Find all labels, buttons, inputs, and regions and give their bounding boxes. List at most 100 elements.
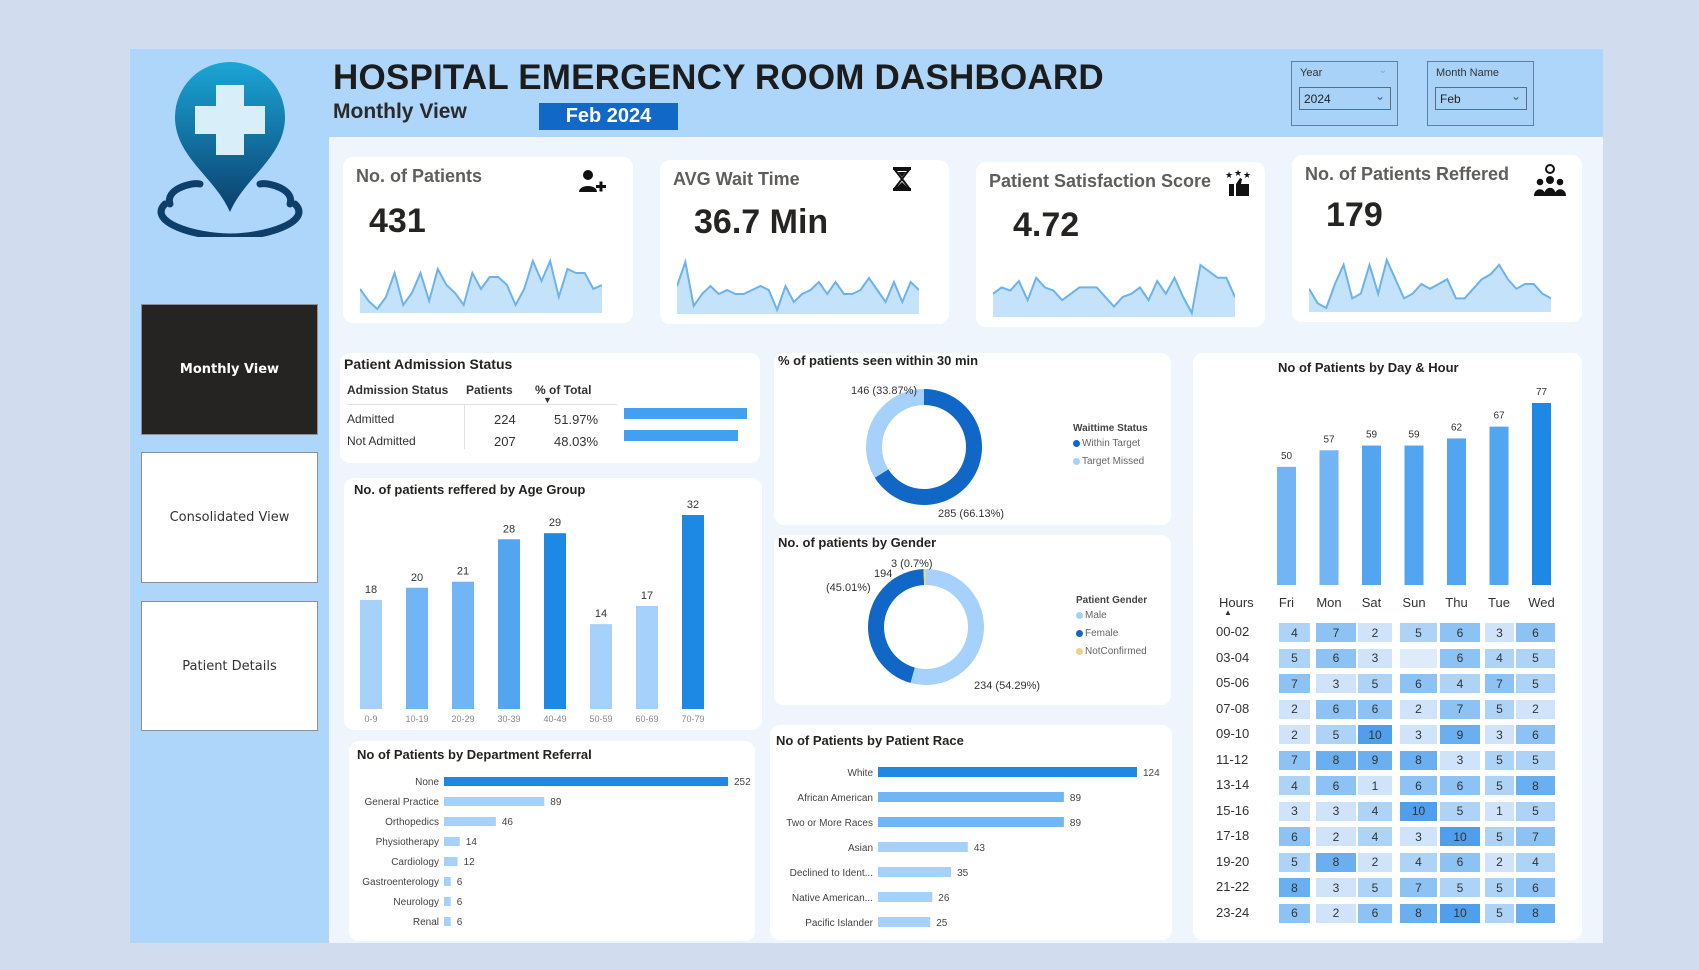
legend-item[interactable]: Within Target (1073, 438, 1140, 449)
heatmap-cell[interactable]: 3 (1485, 623, 1514, 642)
heatmap-cell[interactable]: 2 (1316, 903, 1356, 923)
month-dropdown[interactable]: Feb ⌄ (1435, 87, 1527, 110)
heatmap-cell[interactable]: 8 (1316, 750, 1356, 770)
heatmap-cell[interactable]: 7 (1279, 750, 1310, 770)
heatmap-cell[interactable]: 6 (1440, 648, 1480, 668)
heatmap-cell[interactable]: 6 (1440, 852, 1480, 872)
heatmap-cell[interactable]: 3 (1485, 725, 1514, 744)
heatmap-cell[interactable]: 4 (1516, 852, 1555, 872)
heatmap-cell[interactable]: 6 (1316, 776, 1356, 795)
heatmap-cell[interactable]: 4 (1358, 827, 1392, 846)
heatmap-cell[interactable]: 6 (1279, 903, 1310, 923)
heatmap-cell[interactable]: 8 (1516, 776, 1555, 795)
heatmap-cell[interactable]: 1 (1358, 776, 1392, 795)
heatmap-cell[interactable]: 5 (1279, 852, 1310, 872)
heatmap-cell[interactable]: 5 (1485, 699, 1514, 719)
heatmap-cell[interactable]: 7 (1440, 699, 1480, 719)
heatmap-cell[interactable]: 5 (1358, 674, 1392, 693)
heatmap-cell[interactable]: 5 (1279, 648, 1310, 668)
heatmap-cell[interactable]: 4 (1485, 648, 1514, 668)
heatmap-cell[interactable]: 3 (1400, 827, 1437, 846)
heatmap-cell[interactable]: 5 (1485, 878, 1514, 897)
heatmap-cell[interactable]: 6 (1400, 776, 1437, 795)
heatmap-cell[interactable]: 8 (1316, 852, 1356, 872)
legend-item[interactable]: NotConfirmed (1076, 646, 1147, 657)
heatmap-cell[interactable]: 4 (1279, 623, 1310, 642)
column-header[interactable]: % of Total (535, 383, 592, 397)
heatmap-cell[interactable]: 3 (1316, 878, 1356, 897)
heatmap-cell[interactable]: 4 (1400, 852, 1437, 872)
nav-patient-details[interactable]: Patient Details (141, 601, 318, 731)
heatmap-cell[interactable]: 10 (1400, 801, 1437, 821)
heatmap-cell[interactable]: 2 (1279, 725, 1310, 744)
heatmap-cell[interactable]: 1 (1485, 801, 1514, 821)
heatmap-cell[interactable]: 8 (1516, 903, 1555, 923)
heatmap-row-header[interactable]: Hours (1219, 595, 1254, 610)
legend-item[interactable]: Target Missed (1073, 456, 1144, 467)
heatmap-cell[interactable]: 6 (1400, 674, 1437, 693)
heatmap-cell[interactable]: 7 (1516, 827, 1555, 846)
heatmap-cell[interactable]: 6 (1516, 623, 1555, 642)
heatmap-cell[interactable]: 10 (1440, 903, 1480, 923)
heatmap-cell[interactable]: 4 (1279, 776, 1310, 795)
heatmap-cell[interactable]: 5 (1485, 903, 1514, 923)
heatmap-cell[interactable]: 5 (1400, 623, 1437, 642)
heatmap-cell[interactable]: 3 (1316, 801, 1356, 821)
heatmap-cell[interactable]: 8 (1279, 878, 1310, 897)
heatmap-cell[interactable]: 5 (1516, 750, 1555, 770)
heatmap-cell[interactable]: 6 (1358, 903, 1392, 923)
heatmap-cell[interactable]: 9 (1358, 750, 1392, 770)
heatmap-cell[interactable]: 5 (1485, 776, 1514, 795)
heatmap-cell[interactable]: 5 (1358, 878, 1392, 897)
heatmap-cell[interactable]: 3 (1400, 725, 1437, 744)
heatmap-cell[interactable]: 3 (1279, 801, 1310, 821)
heatmap-cell[interactable]: 7 (1400, 878, 1437, 897)
heatmap-cell[interactable]: 2 (1400, 699, 1437, 719)
heatmap-cell[interactable]: 10 (1358, 725, 1392, 744)
heatmap-cell[interactable]: 6 (1516, 878, 1555, 897)
heatmap-cell[interactable]: 4 (1358, 801, 1392, 821)
heatmap-cell[interactable]: 2 (1516, 699, 1555, 719)
heatmap-cell[interactable]: 7 (1279, 674, 1310, 693)
heatmap-cell[interactable]: 7 (1316, 623, 1356, 642)
heatmap-cell[interactable]: 6 (1440, 776, 1480, 795)
heatmap-cell[interactable]: 5 (1516, 801, 1555, 821)
heatmap-cell[interactable]: 8 (1400, 903, 1437, 923)
heatmap-cell[interactable]: 6 (1279, 827, 1310, 846)
heatmap-cell[interactable]: 5 (1516, 674, 1555, 693)
heatmap-cell[interactable]: 2 (1358, 852, 1392, 872)
nav-monthly-view[interactable]: Monthly View (141, 304, 318, 435)
nav-consolidated-view[interactable]: Consolidated View (141, 452, 318, 583)
heatmap-cell[interactable]: 5 (1440, 878, 1480, 897)
heatmap-cell[interactable]: 6 (1358, 699, 1392, 719)
heatmap-cell[interactable]: 3 (1440, 750, 1480, 770)
column-header[interactable]: Admission Status (347, 383, 449, 397)
heatmap-cell[interactable]: 5 (1440, 801, 1480, 821)
year-dropdown[interactable]: 2024 ⌄ (1299, 87, 1391, 110)
chevron-down-icon[interactable]: ⌄ (1378, 65, 1387, 76)
heatmap-cell[interactable]: 2 (1316, 827, 1356, 846)
heatmap-cell[interactable]: 7 (1485, 674, 1514, 693)
heatmap-cell[interactable]: 2 (1358, 623, 1392, 642)
heatmap-cell[interactable]: 5 (1316, 725, 1356, 744)
heatmap-cell[interactable]: 4 (1440, 674, 1480, 693)
heatmap-cell[interactable]: 10 (1440, 827, 1480, 846)
heatmap-cell[interactable]: 2 (1485, 852, 1514, 872)
heatmap-cell[interactable]: 5 (1485, 827, 1514, 846)
heatmap-cell[interactable]: 8 (1400, 750, 1437, 770)
heatmap-cell[interactable]: 6 (1516, 725, 1555, 744)
bar (682, 515, 704, 709)
legend-item[interactable]: Female (1076, 628, 1118, 639)
heatmap-cell[interactable]: 5 (1485, 750, 1514, 770)
heatmap-cell[interactable]: 2 (1279, 699, 1310, 719)
heatmap-cell[interactable]: 3 (1316, 674, 1356, 693)
heatmap-cell[interactable]: 5 (1516, 648, 1555, 668)
heatmap-cell[interactable]: 6 (1316, 699, 1356, 719)
column-header[interactable]: Patients (466, 383, 513, 397)
heatmap-cell[interactable]: 3 (1358, 648, 1392, 668)
heatmap-cell[interactable]: 6 (1440, 623, 1480, 642)
heatmap-cell[interactable]: 6 (1316, 648, 1356, 668)
heatmap-cell[interactable]: 9 (1440, 725, 1480, 744)
legend-item[interactable]: Male (1076, 610, 1107, 621)
heatmap-cell[interactable] (1400, 648, 1437, 668)
